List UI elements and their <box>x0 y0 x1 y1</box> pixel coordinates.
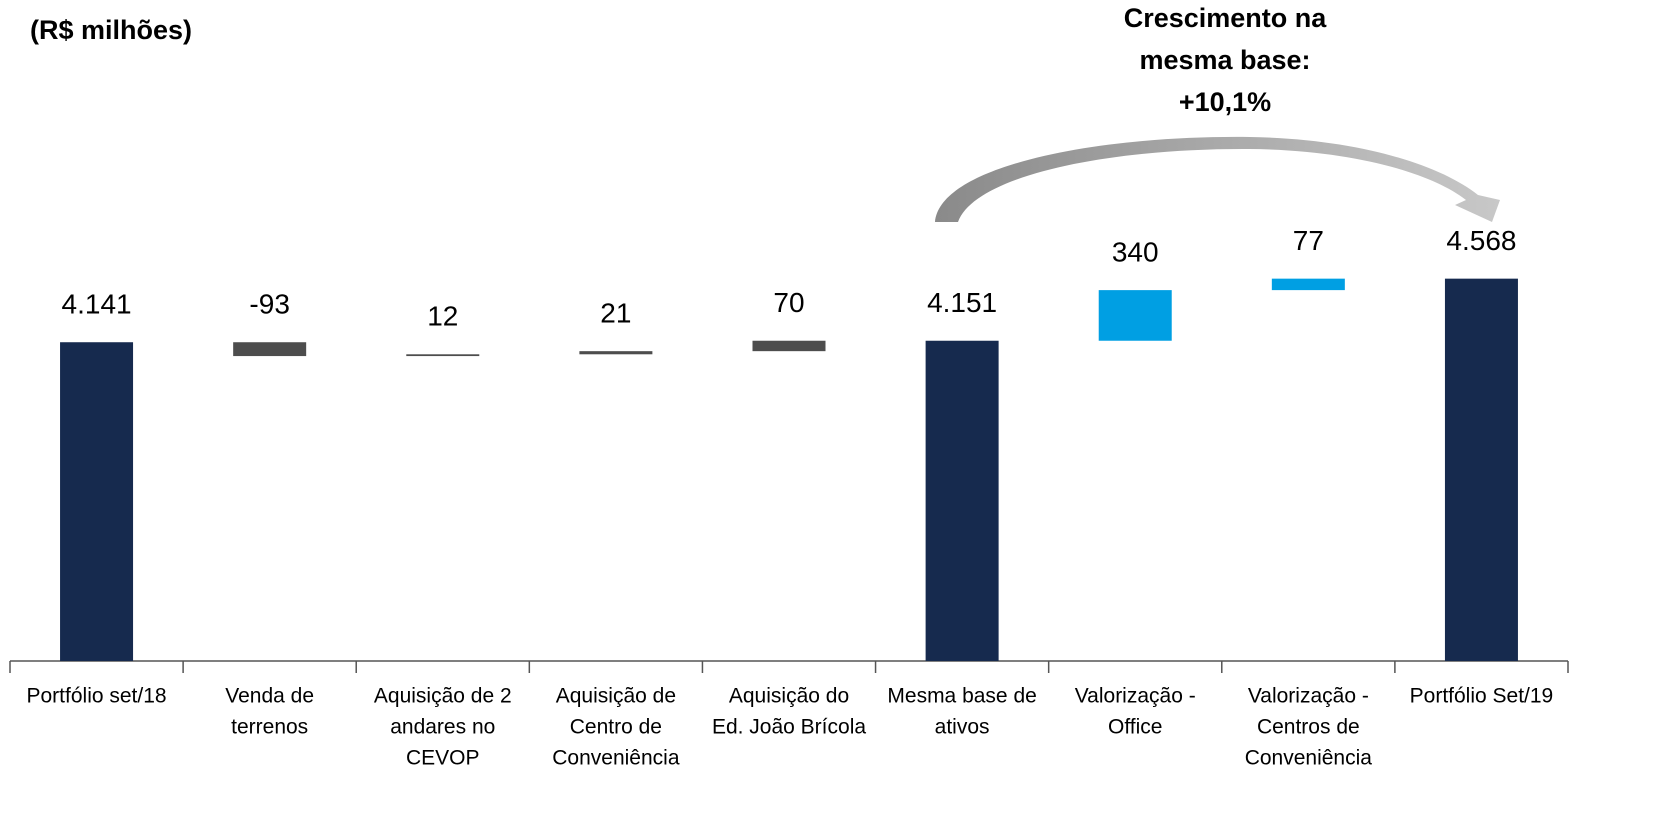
bar <box>60 342 134 661</box>
x-tick-label: CEVOP <box>406 747 480 770</box>
annotation: mesma base: <box>1139 45 1310 75</box>
bar <box>1271 278 1345 291</box>
value-label: 4.568 <box>1446 225 1516 256</box>
x-tick-label: terrenos <box>231 716 308 739</box>
bar <box>1098 290 1172 341</box>
growth-arrow <box>935 136 1500 222</box>
x-tick-label: Ed. João Brícola <box>712 716 866 739</box>
value-label: 21 <box>600 298 631 329</box>
annotation: +10,1% <box>1179 87 1271 117</box>
value-label: 4.141 <box>62 289 132 320</box>
x-tick-label: Office <box>1108 716 1162 739</box>
x-tick-label: Valorização - <box>1248 685 1369 708</box>
value-label: 70 <box>773 287 804 318</box>
x-tick-label: Centro de <box>570 716 662 739</box>
x-tick-label: Venda de <box>225 685 314 708</box>
x-tick-label: Conveniência <box>552 747 680 770</box>
x-tick-label: ativos <box>935 716 990 739</box>
chart-title: (R$ milhões) <box>30 15 192 45</box>
bar <box>233 342 307 357</box>
annotation: Crescimento na <box>1124 3 1328 33</box>
x-tick-label: Aquisição de <box>556 685 676 708</box>
x-tick-label: Aquisição do <box>729 685 849 708</box>
x-tick-label: Portfólio Set/19 <box>1410 685 1554 708</box>
x-tick-label: Portfólio set/18 <box>27 685 167 708</box>
x-tick-label: Aquisição de 2 <box>374 685 512 708</box>
value-label: 340 <box>1112 237 1159 268</box>
bar <box>1444 278 1518 661</box>
x-tick-label: Conveniência <box>1245 747 1373 770</box>
x-tick-label: Mesma base de <box>887 685 1036 708</box>
value-label: -93 <box>249 289 289 320</box>
x-tick-label: Valorização - <box>1075 685 1196 708</box>
bar <box>579 351 653 355</box>
bar <box>406 354 480 357</box>
bar <box>752 340 826 352</box>
x-tick-label: Centros de <box>1257 716 1360 739</box>
value-label: 4.151 <box>927 287 997 318</box>
x-tick-label: andares no <box>390 716 495 739</box>
bar <box>925 340 999 661</box>
value-label: 77 <box>1293 225 1324 256</box>
value-label: 12 <box>427 301 458 332</box>
